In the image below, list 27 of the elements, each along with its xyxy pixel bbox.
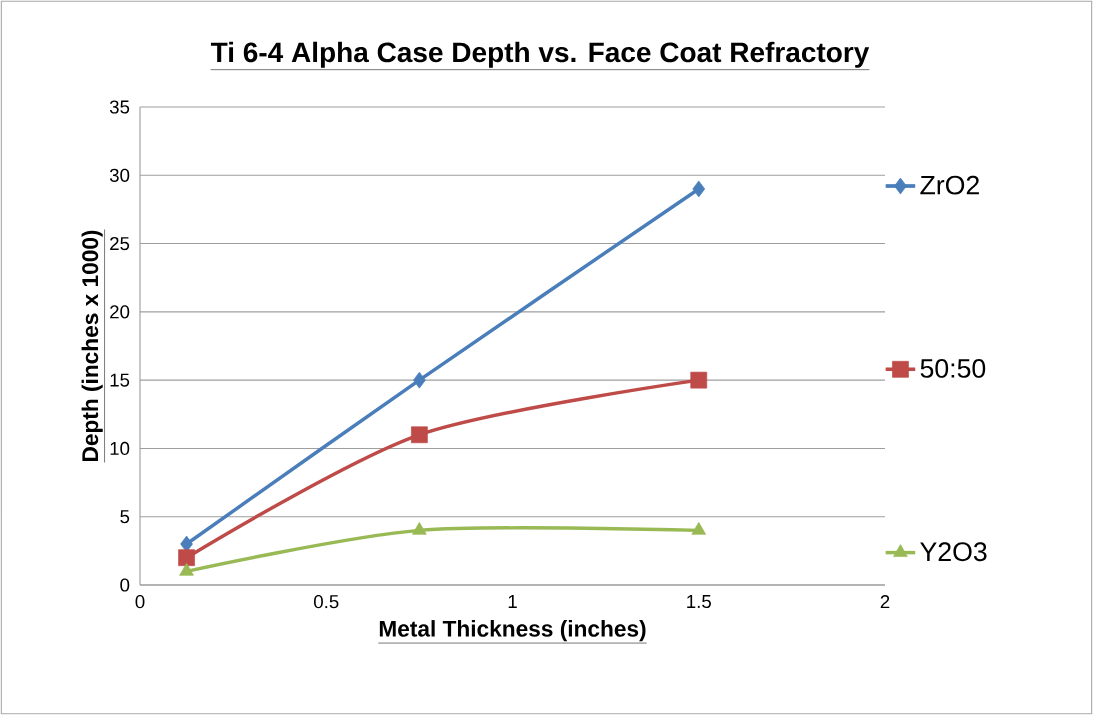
point (691, 522, 707, 535)
y-tick-label: 20 (110, 305, 130, 319)
y-tick-label: 0 (120, 578, 130, 592)
y-tick-label: 15 (110, 373, 130, 387)
y-tick-label: 30 (109, 168, 130, 182)
y-tick-label: 10 (110, 441, 130, 456)
x-tick-label: 1 (508, 595, 517, 608)
x-tick-label: 1.5 (687, 595, 711, 609)
y-axis-title: Depth (inches x 1000) (81, 230, 103, 461)
y-tick-label: 5 (120, 510, 130, 524)
legend-label: Y2O3 (920, 542, 987, 562)
x-tick-label: 0 (135, 595, 145, 609)
point (179, 563, 194, 576)
x-tick-label: 0.5 (314, 595, 339, 609)
chart-title: Ti 6-4 Alpha Case Depth vs. Face Coat Refractory (210, 41, 870, 68)
point (411, 426, 428, 444)
point (412, 522, 427, 535)
x-axis-title: Metal Thickness (inches) (379, 620, 646, 642)
point (692, 180, 706, 198)
x-tick-label: 2 (880, 595, 890, 609)
legend-label: ZrO2 (920, 175, 979, 195)
legend-label: 50:50 (920, 359, 986, 378)
y-tick-label: 25 (110, 236, 130, 251)
point (178, 549, 195, 567)
point (690, 371, 708, 389)
point (413, 371, 426, 389)
y-tick-label: 35 (109, 100, 130, 114)
